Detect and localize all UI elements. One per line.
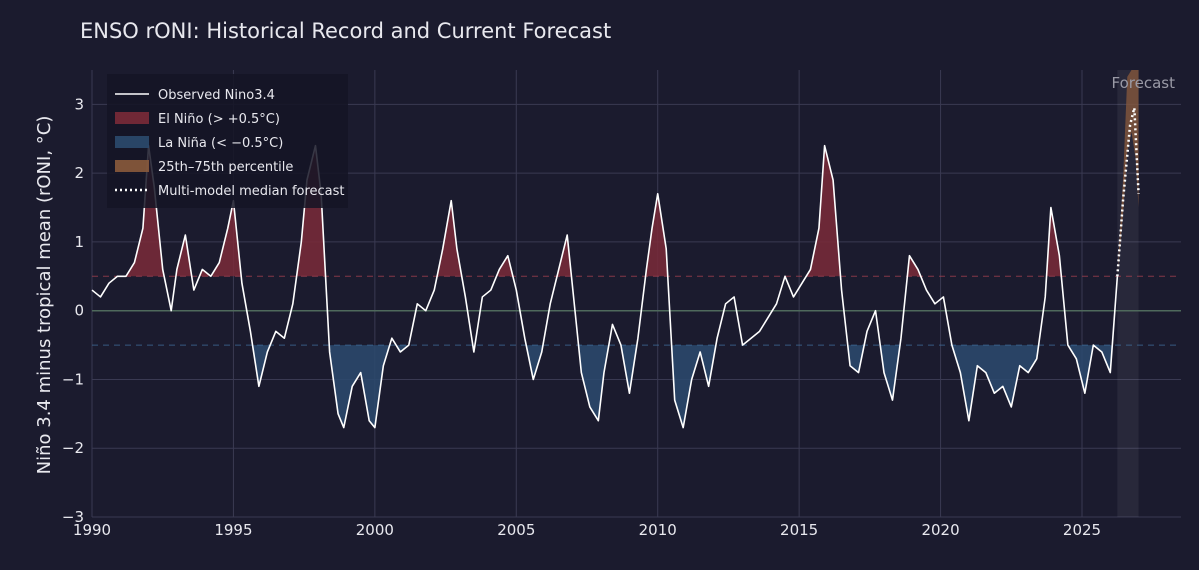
- la-nina-fill: [847, 345, 865, 373]
- forecast-shade: [1117, 70, 1139, 517]
- x-tick-label: 1990: [73, 521, 111, 539]
- la-nina-fill: [671, 345, 716, 428]
- la-nina-fill: [329, 345, 390, 428]
- legend-swatch-fill: [115, 112, 149, 124]
- forecast-region: [1117, 70, 1139, 517]
- legend-item-label: 25th–75th percentile: [158, 160, 293, 175]
- y-axis-label: Niño 3.4 minus tropical mean (rONI, °C): [34, 116, 55, 475]
- el-nino-fill: [175, 235, 192, 277]
- threshold-lines: [92, 275, 1181, 346]
- la-nina-fill: [526, 345, 543, 380]
- la-nina-fill: [951, 345, 1039, 421]
- y-tick-label: −3: [62, 508, 84, 526]
- y-tick-label: 3: [74, 95, 84, 113]
- forecast-line: [1116, 107, 1140, 277]
- la-nina-fill: [1093, 345, 1113, 373]
- el-nino-fill: [907, 255, 921, 277]
- x-tick-label: 2020: [921, 521, 959, 539]
- x-tick-label: 1995: [214, 521, 252, 539]
- chart-title: ENSO rONI: Historical Record and Current…: [80, 19, 611, 43]
- percentile-band: [1117, 70, 1139, 277]
- el-nino-fill: [437, 200, 462, 277]
- x-tick-label: 2010: [639, 521, 677, 539]
- forecast-label: Forecast: [1112, 74, 1176, 92]
- legend-swatch-fill: [115, 136, 149, 148]
- el-nino-fill: [645, 193, 668, 277]
- y-tick-label: 0: [74, 302, 84, 320]
- legend-item-label: El Niño (> +0.5°C): [158, 112, 280, 127]
- la-nina-fill: [578, 345, 609, 421]
- y-tick-label: 1: [74, 233, 84, 251]
- x-tick-label: 2025: [1063, 521, 1101, 539]
- la-nina-fill: [620, 345, 637, 394]
- y-tick-label: −1: [62, 370, 84, 388]
- y-tick-label: 2: [74, 164, 84, 182]
- observed-line: [91, 144, 1119, 429]
- axis-ticks: 1990 1995 2000 2005 2010 2015 2020 2025 −3 −2 −1 0 1…: [62, 95, 1101, 539]
- x-tick-label: 2015: [780, 521, 818, 539]
- x-tick-label: 2005: [497, 521, 535, 539]
- la-nina-fill: [880, 345, 901, 401]
- legend: Observed Nino3.4 El Niño (> +0.5°C) La Niñ…: [107, 74, 348, 208]
- el-nino-fill: [125, 145, 165, 277]
- legend-item-label: Multi-model median forecast: [158, 184, 345, 199]
- legend-item-label: Observed Nino3.4: [158, 88, 275, 103]
- y-tick-label: −2: [62, 439, 84, 457]
- la-nina-fill: [1067, 345, 1094, 394]
- legend-item-label: La Niña (< −0.5°C): [158, 136, 283, 151]
- legend-swatch-fill: [115, 160, 149, 172]
- x-tick-label: 2000: [356, 521, 394, 539]
- series-lines: [91, 107, 1140, 429]
